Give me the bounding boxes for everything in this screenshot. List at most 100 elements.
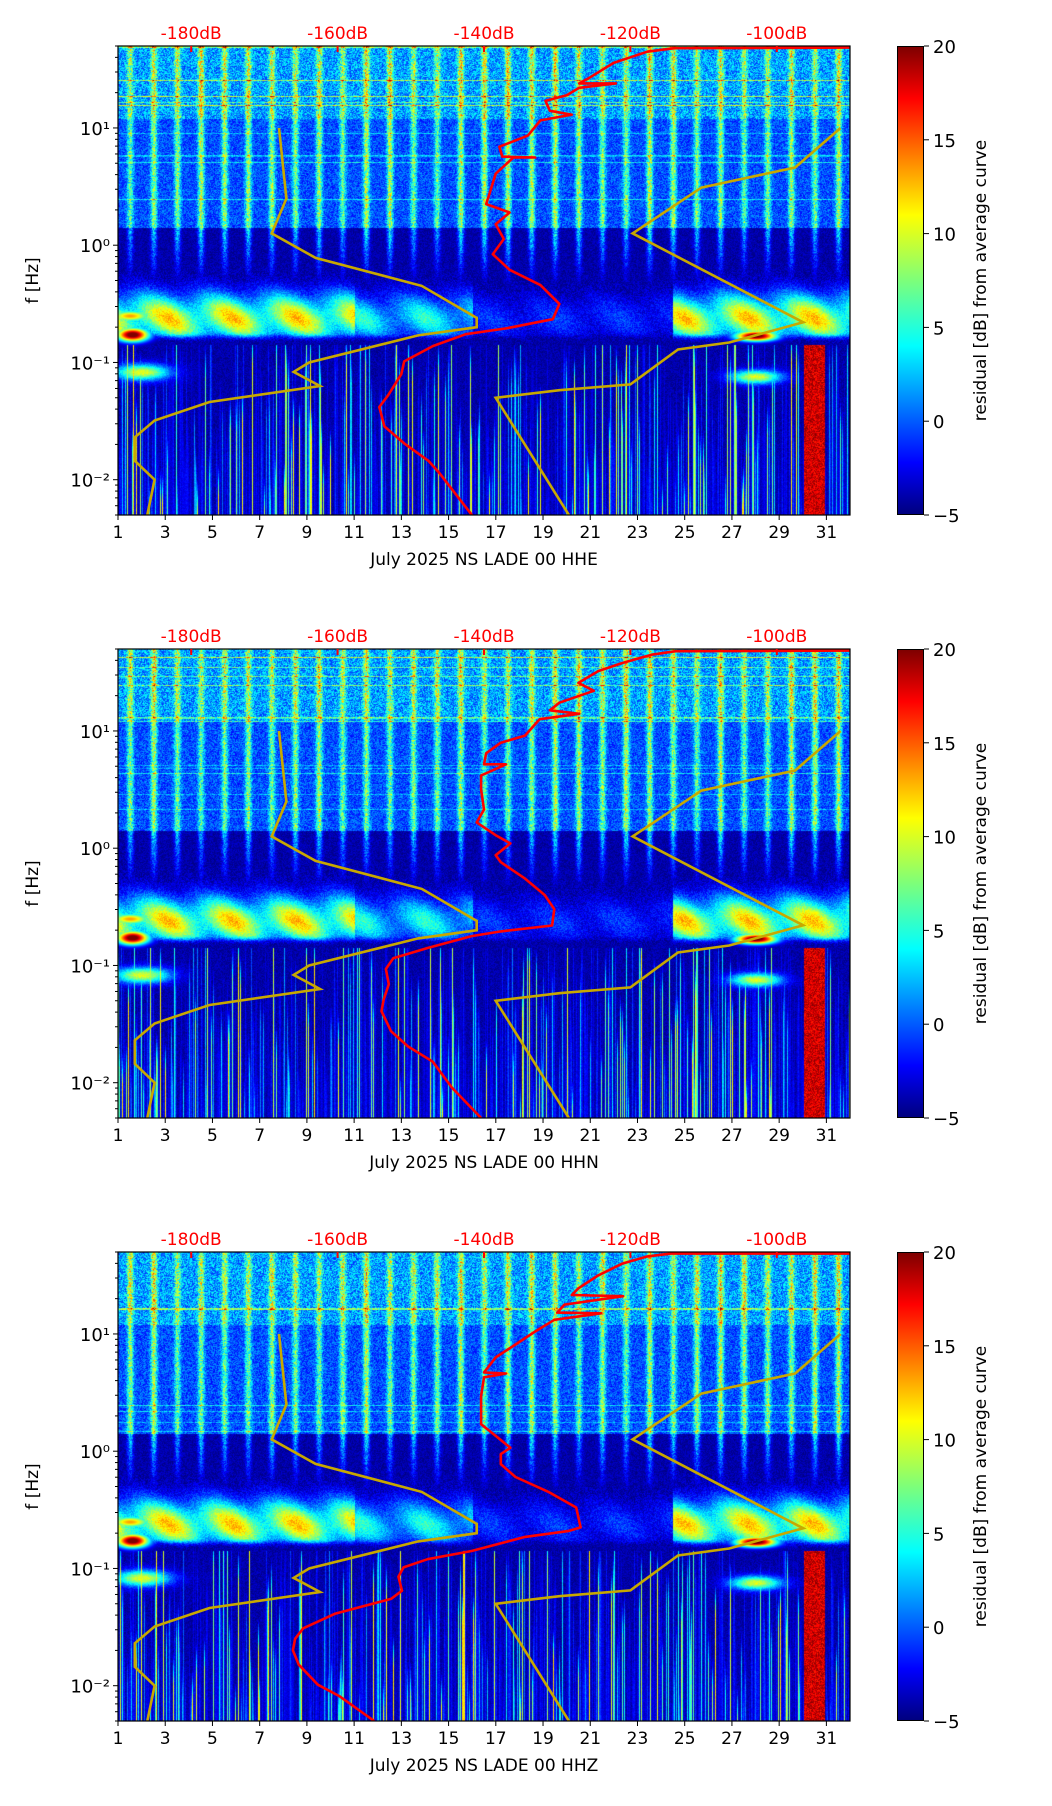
x-tick-label: 9 [301,523,312,543]
x-tick-label: 11 [343,1729,365,1749]
x-tick-label: 13 [391,1126,413,1146]
x-tick-label: 17 [485,1729,507,1749]
top-db-tick-label: -120dB [600,1230,661,1250]
top-db-tick-label: -100dB [746,627,807,647]
x-tick-label: 3 [160,1126,171,1146]
y-tick-label: 10¹ [80,722,110,743]
x-axis-label: July 2025 NS LADE 00 HHZ [369,1756,599,1776]
x-tick-label: 25 [674,523,696,543]
x-tick-label: 29 [768,1729,790,1749]
x-axis-label: July 2025 NS LADE 00 HHN [368,1153,599,1173]
y-tick-label: 10⁻² [70,1074,110,1095]
colorbar-tick-label: 5 [933,1524,944,1545]
x-tick-label: 17 [485,523,507,543]
x-tick-label: 1 [113,1729,124,1749]
y-tick-label: 10⁻¹ [70,956,110,977]
x-tick-label: 1 [113,523,124,543]
colorbar-tick-label: 10 [933,225,956,246]
colorbar-tick-label: 0 [933,412,944,433]
top-db-tick-label: -140dB [453,24,514,44]
top-db-tick-label: -140dB [453,1230,514,1250]
colorbar-tick-label: 20 [933,1243,956,1264]
x-tick-label: 25 [674,1126,696,1146]
colorbar [897,46,924,515]
colorbar-tick-label: 10 [933,1431,956,1452]
x-tick-label: 13 [391,523,413,543]
x-tick-label: 5 [207,1126,218,1146]
x-tick-label: 7 [254,523,265,543]
x-tick-label: 27 [721,523,743,543]
top-db-tick-label: -180dB [161,24,222,44]
x-tick-label: 9 [301,1729,312,1749]
top-db-tick-label: -100dB [746,24,807,44]
x-tick-label: 29 [768,523,790,543]
x-axis-label: July 2025 NS LADE 00 HHE [369,550,598,570]
colorbar [897,649,924,1118]
x-tick-label: 5 [207,523,218,543]
colorbar-tick-label: 20 [933,640,956,661]
colorbar-tick-label: −5 [933,506,960,527]
x-tick-label: 21 [579,1126,601,1146]
top-db-tick-label: -160dB [307,1230,368,1250]
top-db-tick-label: -180dB [161,1230,222,1250]
x-tick-label: 23 [627,1729,649,1749]
x-tick-label: 31 [816,1126,838,1146]
spectrogram-heatmap [118,1252,850,1721]
y-tick-label: 10⁻² [70,1677,110,1698]
x-tick-label: 3 [160,1729,171,1749]
x-tick-label: 5 [207,1729,218,1749]
y-tick-label: 10⁻¹ [70,1559,110,1580]
x-tick-label: 29 [768,1126,790,1146]
x-tick-label: 7 [254,1729,265,1749]
colorbar-tick-label: 15 [933,131,956,152]
top-db-tick-label: -120dB [600,627,661,647]
x-tick-label: 21 [579,1729,601,1749]
x-tick-label: 21 [579,523,601,543]
spectrogram-heatmap [118,649,850,1118]
x-tick-label: 15 [438,1729,460,1749]
x-tick-label: 17 [485,1126,507,1146]
x-tick-label: 25 [674,1729,696,1749]
top-db-tick-label: -160dB [307,24,368,44]
colorbar-label: residual [dB] from average curve [971,1346,991,1627]
x-tick-label: 11 [343,1126,365,1146]
colorbar-tick-label: 15 [933,734,956,755]
colorbar-tick-label: −5 [933,1109,960,1130]
top-db-tick-label: -160dB [307,627,368,647]
top-db-tick-label: -140dB [453,627,514,647]
x-tick-label: 1 [113,1126,124,1146]
x-tick-label: 9 [301,1126,312,1146]
x-tick-label: 23 [627,523,649,543]
colorbar-label: residual [dB] from average curve [971,743,991,1024]
top-db-tick-label: -120dB [600,24,661,44]
colorbar-tick-label: 20 [933,37,956,58]
x-tick-label: 3 [160,523,171,543]
spectrogram-heatmap [118,46,850,515]
x-tick-label: 31 [816,523,838,543]
x-tick-label: 19 [532,523,554,543]
x-tick-label: 31 [816,1729,838,1749]
colorbar-tick-label: 0 [933,1015,944,1036]
colorbar-label: residual [dB] from average curve [971,140,991,421]
y-axis-label: f [Hz] [23,860,43,906]
colorbar-tick-label: 0 [933,1618,944,1639]
y-tick-label: 10⁰ [80,236,110,257]
colorbar-tick-label: 5 [933,318,944,339]
colorbar-tick-label: −5 [933,1712,960,1733]
x-tick-label: 19 [532,1729,554,1749]
x-tick-label: 15 [438,523,460,543]
y-axis-label: f [Hz] [23,257,43,303]
top-db-tick-label: -100dB [746,1230,807,1250]
top-db-tick-label: -180dB [161,627,222,647]
x-tick-label: 27 [721,1126,743,1146]
colorbar-tick-label: 15 [933,1337,956,1358]
x-tick-label: 27 [721,1729,743,1749]
y-tick-label: 10⁰ [80,839,110,860]
y-axis-label: f [Hz] [23,1463,43,1509]
x-tick-label: 19 [532,1126,554,1146]
y-tick-label: 10¹ [80,119,110,140]
y-tick-label: 10⁻¹ [70,353,110,374]
colorbar-tick-label: 10 [933,828,956,849]
x-tick-label: 15 [438,1126,460,1146]
y-tick-label: 10⁻² [70,471,110,492]
